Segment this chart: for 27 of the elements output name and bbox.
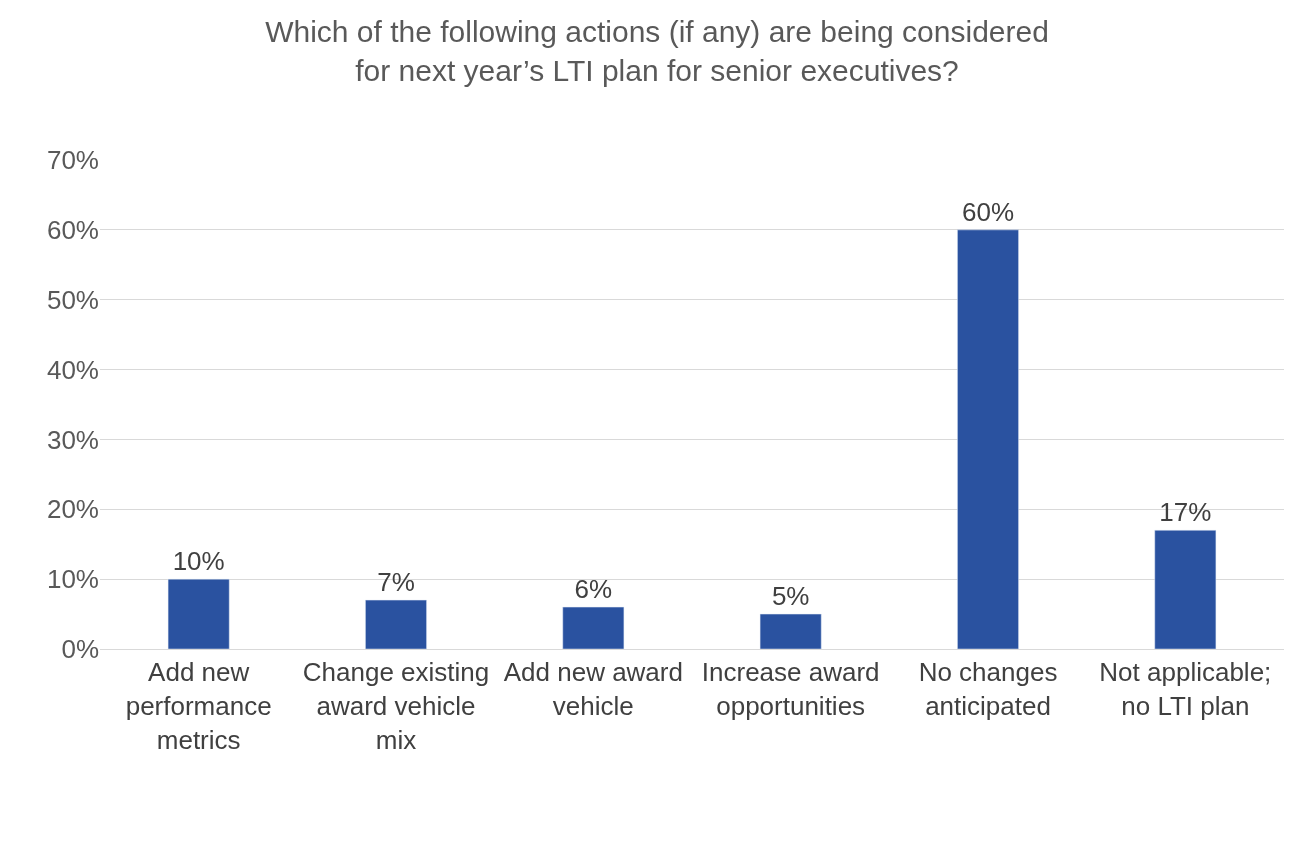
x-tick-label: Add new award vehicle [503,657,683,721]
bar [957,229,1019,649]
y-tick-label: 0% [61,634,99,665]
y-tick-label: 30% [46,424,99,455]
bar [562,606,625,649]
data-label: 10% [172,546,225,577]
bar [759,613,822,649]
x-tick-label: Not applicable; no LTI plan [1099,657,1272,721]
y-tick-label: 70% [46,145,99,176]
y-tick-label: 20% [46,494,99,525]
x-tick-label: Add new performance metrics [125,657,272,755]
data-label: 6% [574,574,613,605]
bar [365,599,427,649]
bar [167,578,230,649]
bar [1154,529,1217,649]
y-tick-label: 60% [46,214,99,245]
y-tick-label: 10% [46,564,99,595]
x-tick-label: No changes anticipated [918,657,1058,721]
data-label: 17% [1159,497,1212,528]
y-tick-label: 40% [46,354,99,385]
x-tick-label: Increase award opportunities [701,657,880,721]
data-label: 5% [771,581,810,612]
data-label: 7% [377,567,415,598]
y-tick-label: 50% [46,284,99,315]
chart-title: Which of the following actions (if any) are being considered for next year’s LTI plan for senior executives? [265,15,1049,88]
x-tick-label: Change existing award vehicle mix [302,657,490,755]
data-label: 60% [961,196,1015,227]
